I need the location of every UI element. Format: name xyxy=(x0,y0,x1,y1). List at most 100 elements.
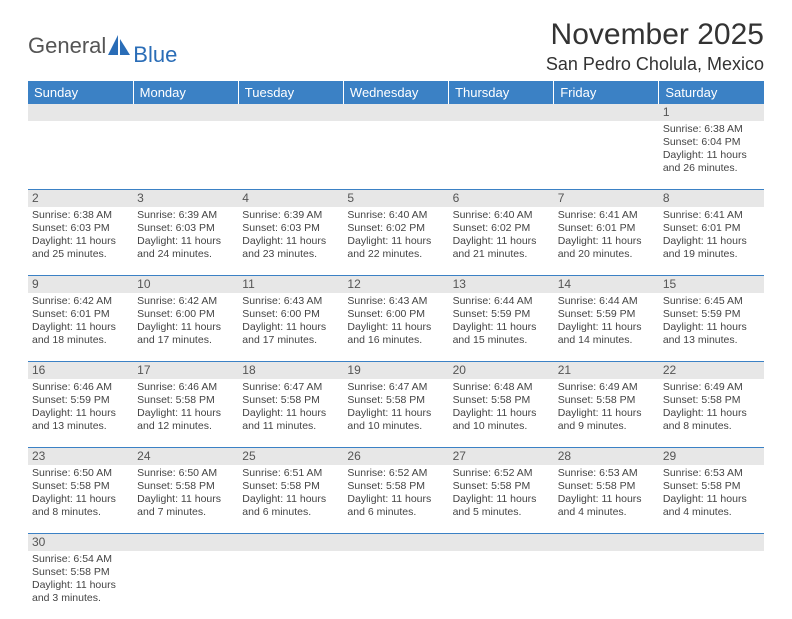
calendar-week-row: 30Sunrise: 6:54 AMSunset: 5:58 PMDayligh… xyxy=(28,534,764,619)
calendar-cell xyxy=(133,534,238,619)
calendar-cell: 30Sunrise: 6:54 AMSunset: 5:58 PMDayligh… xyxy=(28,534,133,619)
day-number: 3 xyxy=(133,190,238,207)
sunset-text: Sunset: 5:58 PM xyxy=(32,566,129,579)
day-number-empty xyxy=(133,534,238,551)
sunset-text: Sunset: 6:02 PM xyxy=(453,222,550,235)
calendar-cell xyxy=(238,534,343,619)
sunrise-text: Sunrise: 6:42 AM xyxy=(32,295,129,308)
calendar-week-row: 23Sunrise: 6:50 AMSunset: 5:58 PMDayligh… xyxy=(28,448,764,534)
day-number-empty xyxy=(449,534,554,551)
calendar-cell: 16Sunrise: 6:46 AMSunset: 5:59 PMDayligh… xyxy=(28,362,133,448)
day-number: 6 xyxy=(449,190,554,207)
day-details: Sunrise: 6:49 AMSunset: 5:58 PMDaylight:… xyxy=(554,379,659,447)
calendar-cell xyxy=(343,534,448,619)
sunset-text: Sunset: 5:58 PM xyxy=(453,394,550,407)
daylight-text-2: and 17 minutes. xyxy=(242,334,339,347)
day-details: Sunrise: 6:53 AMSunset: 5:58 PMDaylight:… xyxy=(554,465,659,533)
calendar-cell: 12Sunrise: 6:43 AMSunset: 6:00 PMDayligh… xyxy=(343,276,448,362)
day-details: Sunrise: 6:54 AMSunset: 5:58 PMDaylight:… xyxy=(28,551,133,619)
sunrise-text: Sunrise: 6:38 AM xyxy=(663,123,760,136)
calendar-cell: 22Sunrise: 6:49 AMSunset: 5:58 PMDayligh… xyxy=(659,362,764,448)
sunset-text: Sunset: 5:59 PM xyxy=(558,308,655,321)
daylight-text-2: and 13 minutes. xyxy=(32,420,129,433)
daylight-text-2: and 6 minutes. xyxy=(242,506,339,519)
daylight-text-2: and 10 minutes. xyxy=(347,420,444,433)
day-details: Sunrise: 6:41 AMSunset: 6:01 PMDaylight:… xyxy=(659,207,764,275)
daylight-text-2: and 5 minutes. xyxy=(453,506,550,519)
calendar-cell: 8Sunrise: 6:41 AMSunset: 6:01 PMDaylight… xyxy=(659,190,764,276)
calendar-cell: 21Sunrise: 6:49 AMSunset: 5:58 PMDayligh… xyxy=(554,362,659,448)
daylight-text-1: Daylight: 11 hours xyxy=(347,235,444,248)
day-number-empty xyxy=(343,104,448,121)
day-number-empty xyxy=(238,104,343,121)
sunset-text: Sunset: 6:03 PM xyxy=(242,222,339,235)
daylight-text-2: and 12 minutes. xyxy=(137,420,234,433)
calendar-cell: 1Sunrise: 6:38 AMSunset: 6:04 PMDaylight… xyxy=(659,104,764,190)
sunrise-text: Sunrise: 6:52 AM xyxy=(347,467,444,480)
daylight-text-1: Daylight: 11 hours xyxy=(137,235,234,248)
day-number: 13 xyxy=(449,276,554,293)
calendar-cell: 10Sunrise: 6:42 AMSunset: 6:00 PMDayligh… xyxy=(133,276,238,362)
day-details: Sunrise: 6:50 AMSunset: 5:58 PMDaylight:… xyxy=(133,465,238,533)
sunrise-text: Sunrise: 6:44 AM xyxy=(558,295,655,308)
daylight-text-2: and 20 minutes. xyxy=(558,248,655,261)
sunset-text: Sunset: 6:01 PM xyxy=(558,222,655,235)
daylight-text-1: Daylight: 11 hours xyxy=(558,235,655,248)
weekday-header: Sunday xyxy=(28,81,133,104)
sunset-text: Sunset: 5:58 PM xyxy=(347,394,444,407)
daylight-text-1: Daylight: 11 hours xyxy=(242,493,339,506)
day-details: Sunrise: 6:41 AMSunset: 6:01 PMDaylight:… xyxy=(554,207,659,275)
calendar-cell xyxy=(133,104,238,190)
calendar-cell xyxy=(449,104,554,190)
sunrise-text: Sunrise: 6:51 AM xyxy=(242,467,339,480)
daylight-text-2: and 22 minutes. xyxy=(347,248,444,261)
day-number: 28 xyxy=(554,448,659,465)
calendar-cell xyxy=(449,534,554,619)
day-number: 24 xyxy=(133,448,238,465)
calendar-cell: 11Sunrise: 6:43 AMSunset: 6:00 PMDayligh… xyxy=(238,276,343,362)
day-number: 30 xyxy=(28,534,133,551)
sunrise-text: Sunrise: 6:46 AM xyxy=(32,381,129,394)
sunset-text: Sunset: 6:00 PM xyxy=(242,308,339,321)
sunrise-text: Sunrise: 6:50 AM xyxy=(32,467,129,480)
sunrise-text: Sunrise: 6:43 AM xyxy=(347,295,444,308)
calendar-cell: 17Sunrise: 6:46 AMSunset: 5:58 PMDayligh… xyxy=(133,362,238,448)
sunrise-text: Sunrise: 6:46 AM xyxy=(137,381,234,394)
day-details: Sunrise: 6:44 AMSunset: 5:59 PMDaylight:… xyxy=(554,293,659,361)
sunset-text: Sunset: 5:58 PM xyxy=(137,394,234,407)
logo-text-2: Blue xyxy=(133,42,177,68)
logo: General Blue xyxy=(28,24,177,68)
daylight-text-2: and 15 minutes. xyxy=(453,334,550,347)
sunrise-text: Sunrise: 6:53 AM xyxy=(663,467,760,480)
day-details: Sunrise: 6:49 AMSunset: 5:58 PMDaylight:… xyxy=(659,379,764,447)
daylight-text-2: and 14 minutes. xyxy=(558,334,655,347)
sunrise-text: Sunrise: 6:39 AM xyxy=(137,209,234,222)
sunrise-text: Sunrise: 6:39 AM xyxy=(242,209,339,222)
sunrise-text: Sunrise: 6:43 AM xyxy=(242,295,339,308)
daylight-text-2: and 3 minutes. xyxy=(32,592,129,605)
daylight-text-2: and 17 minutes. xyxy=(137,334,234,347)
daylight-text-2: and 11 minutes. xyxy=(242,420,339,433)
header: General Blue November 2025 San Pedro Cho… xyxy=(28,18,764,75)
weekday-header: Tuesday xyxy=(238,81,343,104)
calendar-week-row: 9Sunrise: 6:42 AMSunset: 6:01 PMDaylight… xyxy=(28,276,764,362)
daylight-text-2: and 26 minutes. xyxy=(663,162,760,175)
day-details: Sunrise: 6:39 AMSunset: 6:03 PMDaylight:… xyxy=(133,207,238,275)
sunset-text: Sunset: 6:01 PM xyxy=(663,222,760,235)
sunset-text: Sunset: 5:58 PM xyxy=(242,394,339,407)
sunrise-text: Sunrise: 6:45 AM xyxy=(663,295,760,308)
calendar-cell: 24Sunrise: 6:50 AMSunset: 5:58 PMDayligh… xyxy=(133,448,238,534)
daylight-text-1: Daylight: 11 hours xyxy=(32,493,129,506)
sunset-text: Sunset: 6:03 PM xyxy=(137,222,234,235)
daylight-text-2: and 13 minutes. xyxy=(663,334,760,347)
calendar-cell: 3Sunrise: 6:39 AMSunset: 6:03 PMDaylight… xyxy=(133,190,238,276)
sunset-text: Sunset: 5:58 PM xyxy=(558,480,655,493)
daylight-text-2: and 8 minutes. xyxy=(32,506,129,519)
day-details: Sunrise: 6:40 AMSunset: 6:02 PMDaylight:… xyxy=(449,207,554,275)
calendar-week-row: 16Sunrise: 6:46 AMSunset: 5:59 PMDayligh… xyxy=(28,362,764,448)
day-details: Sunrise: 6:42 AMSunset: 6:01 PMDaylight:… xyxy=(28,293,133,361)
daylight-text-1: Daylight: 11 hours xyxy=(558,407,655,420)
daylight-text-2: and 18 minutes. xyxy=(32,334,129,347)
sunset-text: Sunset: 5:59 PM xyxy=(32,394,129,407)
daylight-text-1: Daylight: 11 hours xyxy=(453,407,550,420)
